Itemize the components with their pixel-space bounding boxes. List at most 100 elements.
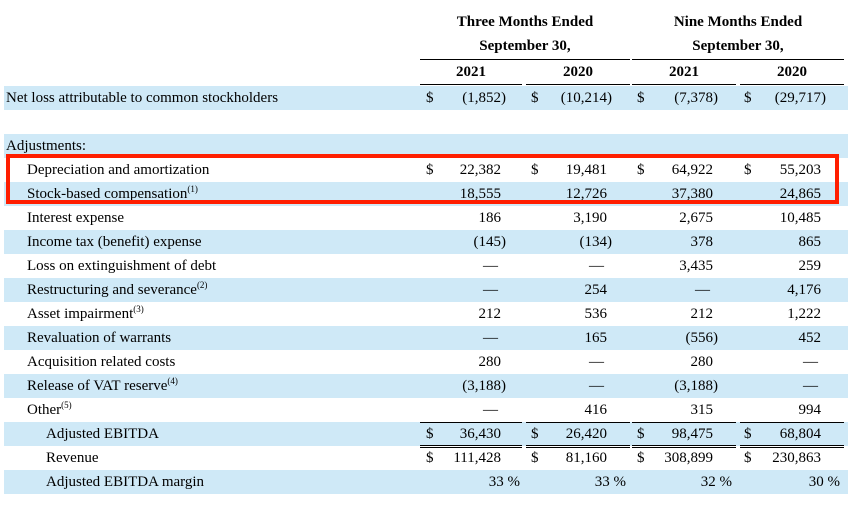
value-cell: 3,435 [679, 258, 713, 274]
header-three-months-underline [420, 59, 630, 60]
value-cell: 254 [584, 282, 608, 298]
header-nine-months-line2: September 30, [692, 38, 784, 54]
year-underline-col2 [526, 84, 630, 85]
value-cell: 865 [798, 234, 822, 250]
currency-symbol: $ [637, 450, 645, 466]
value-cell: — [803, 378, 818, 394]
row-label: Interest expense [27, 206, 124, 230]
row-label-text: Adjusted EBITDA margin [46, 474, 205, 490]
table-row: Restructuring and severance(2) — 254 — 4,176 [4, 278, 848, 302]
row-label: Release of VAT reserve(4) [27, 374, 178, 398]
header-year-col2: 2020 [563, 64, 593, 80]
currency-symbol: $ [744, 162, 752, 178]
table-row: Revaluation of warrants — 165 (556) 452 [4, 326, 848, 350]
row-label: Income tax (benefit) expense [27, 230, 202, 254]
subtotal-rule-col1 [420, 422, 522, 423]
value-cell: (7,378) [674, 90, 718, 106]
header-year-col1: 2021 [456, 64, 486, 80]
row-label: Revaluation of warrants [27, 326, 171, 350]
table-row: Interest expense 186 3,190 2,675 10,485 [4, 206, 848, 230]
value-cell: 186 [478, 210, 502, 226]
currency-symbol: $ [531, 450, 539, 466]
row-label: Depreciation and amortization [27, 158, 209, 182]
row-label-text: Income tax (benefit) expense [27, 234, 202, 250]
value-cell: — [589, 378, 604, 394]
total-double-rule-col1 [420, 445, 522, 448]
footnote-marker: (1) [187, 184, 198, 194]
row-label: Loss on extinguishment of debt [27, 254, 216, 278]
row-label: Restructuring and severance(2) [27, 278, 207, 302]
value-cell: (556) [685, 330, 719, 346]
row-label: Asset impairment(3) [27, 302, 144, 326]
row-label: Net loss attributable to common stockhol… [6, 86, 278, 110]
header-nine-months-line1: Nine Months Ended [673, 14, 803, 30]
row-label-text: Revaluation of warrants [27, 330, 172, 346]
row-label-text: Revenue [46, 450, 99, 466]
year-underline-col1 [420, 84, 522, 85]
row-label: Adjustments: [6, 134, 86, 158]
value-cell: 10,485 [779, 210, 821, 226]
value-cell: 98,475 [671, 426, 713, 442]
header-three-months-line1: Three Months Ended [456, 14, 594, 30]
currency-symbol: $ [744, 450, 752, 466]
table-row: Adjusted EBITDA margin 33 % 33 % 32 % 30 % [4, 470, 848, 494]
value-cell: 230,863 [772, 450, 821, 466]
currency-symbol: $ [426, 162, 434, 178]
value-cell: — [483, 282, 498, 298]
value-cell: (1,852) [462, 90, 506, 106]
value-cell: 55,203 [779, 162, 821, 178]
footnote-marker: (5) [61, 400, 72, 410]
value-cell: 280 [690, 354, 714, 370]
table-row [4, 110, 848, 134]
value-cell: 111,428 [453, 450, 501, 466]
value-cell: 1,222 [787, 306, 821, 322]
value-cell: 32 % [700, 474, 732, 490]
row-label-text: Acquisition related costs [27, 354, 176, 370]
year-underline-col3 [632, 84, 736, 85]
footnote-marker: (2) [196, 280, 208, 290]
value-cell: 416 [584, 402, 608, 418]
table-row: Other(5) — 416 315 994 [4, 398, 848, 422]
value-cell: — [695, 282, 710, 298]
value-cell: 36,430 [459, 426, 501, 442]
value-cell: — [483, 258, 498, 274]
row-label: Adjusted EBITDA margin [46, 470, 204, 494]
value-cell: 24,865 [779, 186, 821, 202]
value-cell: (3,188) [462, 378, 506, 394]
subtotal-rule-col2 [526, 422, 630, 423]
row-label-text: Other [27, 402, 62, 418]
value-cell: 536 [584, 306, 608, 322]
value-cell: 2,675 [679, 210, 713, 226]
footnote-marker: (4) [167, 376, 178, 386]
table-row: Acquisition related costs 280 — 280 — [4, 350, 848, 374]
row-label: Revenue [46, 446, 98, 470]
table-row: Income tax (benefit) expense (145) (134) 37… [4, 230, 848, 254]
value-cell: (29,717) [774, 90, 826, 106]
value-cell: 64,922 [671, 162, 713, 178]
value-cell: 81,160 [565, 450, 607, 466]
row-label-text: Interest expense [27, 210, 125, 226]
row-label: Adjusted EBITDA [46, 422, 159, 446]
value-cell: 19,481 [565, 162, 607, 178]
value-cell: 68,804 [779, 426, 821, 442]
currency-symbol: $ [426, 426, 434, 442]
value-cell: (134) [579, 234, 613, 250]
value-cell: 33 % [488, 474, 520, 490]
header-nine-months-underline [632, 59, 844, 60]
row-label: Stock-based compensation(1) [27, 182, 198, 206]
header-year-col4: 2020 [777, 64, 807, 80]
row-label: Other(5) [27, 398, 72, 422]
value-cell: 315 [690, 402, 714, 418]
subtotal-rule-col4 [740, 422, 844, 423]
currency-symbol: $ [531, 426, 539, 442]
currency-symbol: $ [426, 90, 434, 106]
value-cell: — [483, 402, 498, 418]
value-cell: (10,214) [560, 90, 612, 106]
value-cell: 259 [798, 258, 822, 274]
row-label-text: Release of VAT reserve [27, 378, 168, 394]
value-cell: 212 [478, 306, 502, 322]
currency-symbol: $ [744, 426, 752, 442]
value-cell: 33 % [594, 474, 626, 490]
currency-symbol: $ [426, 450, 434, 466]
table-row: Net loss attributable to common stockhol… [4, 86, 848, 110]
